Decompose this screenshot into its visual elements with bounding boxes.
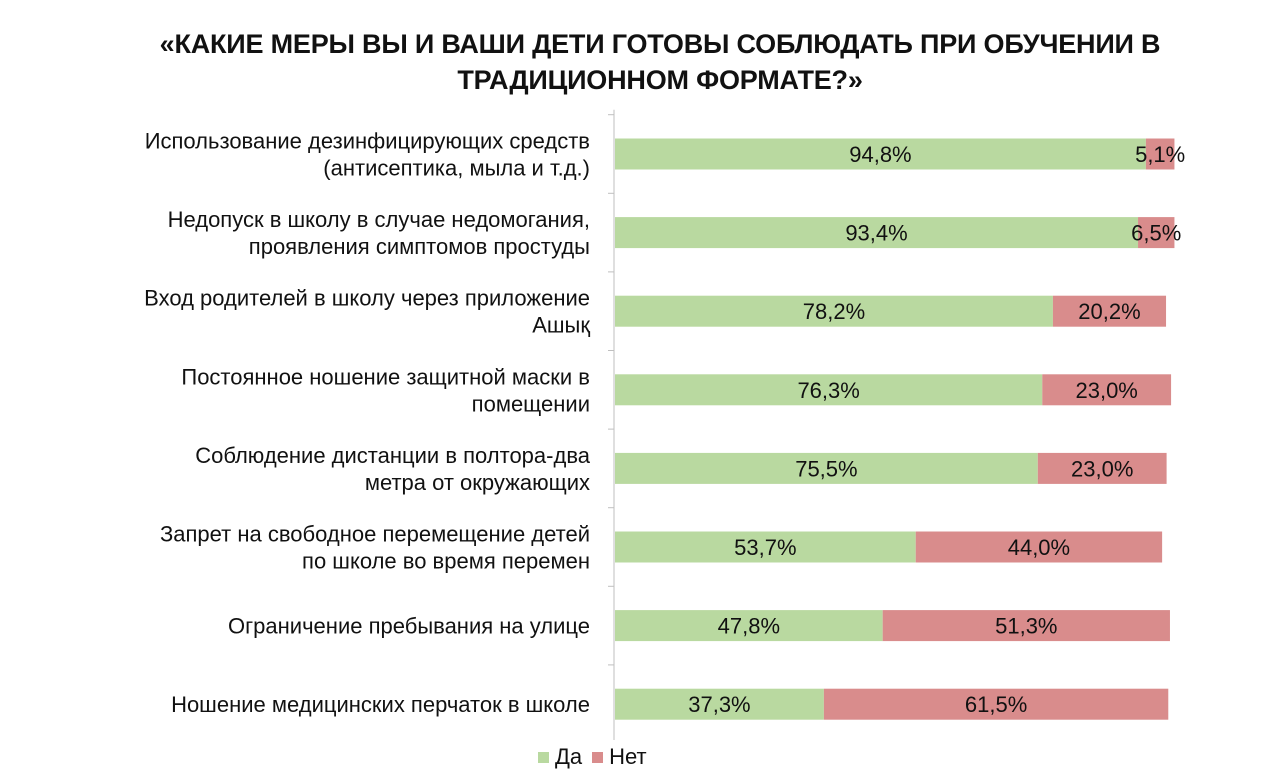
category-label: Соблюдение дистанции в полтора-два — [195, 443, 591, 468]
legend-swatch-no — [592, 751, 604, 763]
data-label-yes: 75,5% — [795, 456, 857, 481]
legend-item-no: Нет — [592, 744, 647, 770]
chart-title: «КАКИЕ МЕРЫ ВЫ И ВАШИ ДЕТИ ГОТОВЫ СОБЛЮД… — [60, 26, 1260, 98]
category-label: метра от окружающих — [365, 470, 590, 495]
data-label-yes: 47,8% — [718, 614, 780, 639]
data-label-no: 20,2% — [1078, 299, 1140, 324]
bar-no — [1052, 295, 1167, 327]
data-label-no: 6,5% — [1131, 221, 1181, 246]
data-label-no: 61,5% — [965, 692, 1027, 717]
data-label-no: 44,0% — [1008, 535, 1070, 560]
category-label: Постоянное ношение защитной маски в — [181, 364, 590, 389]
legend-label-no: Нет — [609, 744, 647, 769]
category-label: Ашық — [532, 313, 590, 338]
category-label: помещении — [472, 391, 590, 416]
category-label: по школе во время перемен — [302, 549, 590, 574]
data-label-yes: 93,4% — [845, 221, 907, 246]
bar-no — [1145, 138, 1175, 170]
bar-yes — [615, 610, 883, 642]
data-label-no: 23,0% — [1071, 456, 1133, 481]
bar-yes — [615, 138, 1146, 170]
bar-no — [1138, 217, 1175, 249]
chart-legend: Да Нет — [538, 744, 657, 770]
data-label-no: 5,1% — [1135, 142, 1185, 167]
bar-yes — [615, 688, 824, 720]
data-label-yes: 76,3% — [797, 378, 859, 403]
category-label: Вход родителей в школу через приложение — [144, 286, 590, 311]
category-label: проявления симптомов простуды — [249, 234, 590, 259]
category-label: (антисептика, мыла и т.д.) — [323, 156, 590, 181]
bar-no — [823, 688, 1169, 720]
category-label: Запрет на свободное перемещение детей — [160, 522, 590, 547]
data-label-yes: 94,8% — [849, 142, 911, 167]
bar-no — [882, 610, 1170, 642]
category-label: Недопуск в школу в случае недомогания, — [168, 207, 590, 232]
chart-title-line-2: ТРАДИЦИОННОМ ФОРМАТЕ?» — [457, 65, 863, 95]
data-label-yes: 37,3% — [688, 692, 750, 717]
bar-no — [1037, 452, 1167, 484]
category-label: Использование дезинфицирующих средств — [145, 129, 590, 154]
data-label-no: 23,0% — [1075, 378, 1137, 403]
legend-swatch-yes — [538, 751, 549, 763]
stacked-bar-chart: Использование дезинфицирующих средств(ан… — [144, 109, 1185, 740]
data-label-no: 51,3% — [995, 614, 1057, 639]
category-label: Ношение медицинских перчаток в школе — [171, 692, 590, 717]
bar-yes — [615, 217, 1139, 249]
category-label: Ограничение пребывания на улице — [228, 614, 590, 639]
bar-no — [1042, 374, 1172, 406]
data-label-yes: 53,7% — [734, 535, 796, 560]
bar-yes — [615, 452, 1038, 484]
legend-label-yes: Да — [555, 744, 583, 769]
bar-yes — [615, 374, 1043, 406]
chart-title-line-1: «КАКИЕ МЕРЫ ВЫ И ВАШИ ДЕТИ ГОТОВЫ СОБЛЮД… — [159, 29, 1161, 59]
bar-yes — [615, 295, 1053, 327]
data-label-yes: 78,2% — [803, 299, 865, 324]
legend-item-yes: Да — [538, 744, 582, 770]
bar-no — [915, 531, 1163, 563]
bar-yes — [615, 531, 916, 563]
